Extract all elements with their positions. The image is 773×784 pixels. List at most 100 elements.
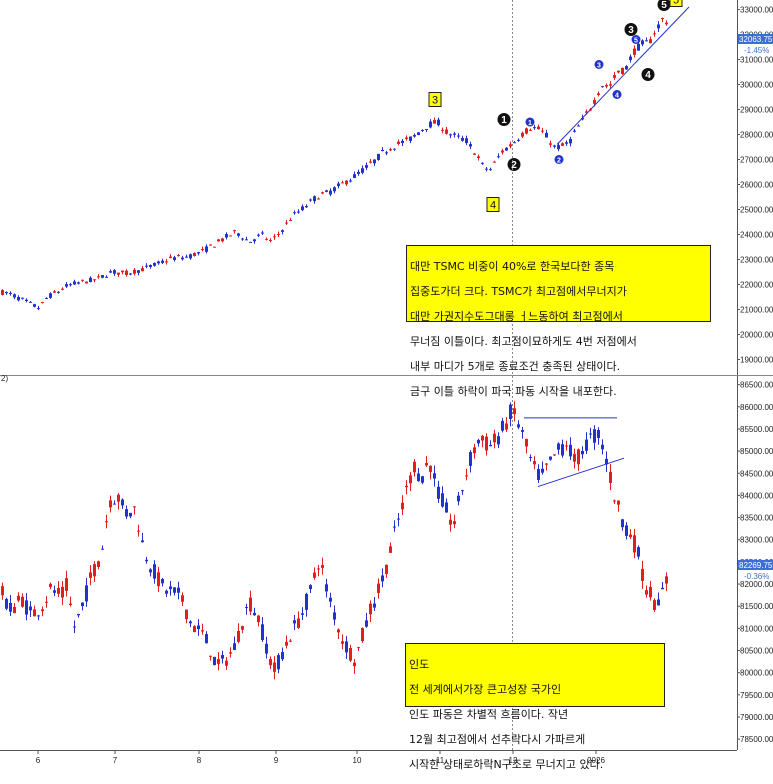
- candle-body: [445, 502, 448, 513]
- candle-body: [349, 647, 352, 661]
- candle-body: [369, 603, 372, 615]
- x-tick-label: 11: [436, 756, 445, 765]
- candle-body: [313, 196, 316, 202]
- candle-body: [197, 252, 200, 254]
- candle-body: [641, 568, 644, 581]
- note-line: 시작한 상태로하락N구조로 무너지고 있다.: [409, 757, 604, 771]
- wave-label: 1: [528, 120, 532, 127]
- candle-body: [261, 232, 264, 234]
- wave-label: 3: [432, 95, 438, 107]
- candle-body: [601, 444, 604, 450]
- candle-body: [473, 153, 476, 155]
- candle-body: [301, 613, 304, 615]
- candle-body: [225, 234, 228, 238]
- candle-body: [325, 584, 328, 592]
- candle-body: [161, 579, 164, 584]
- candle-body: [1, 586, 4, 596]
- candle-body: [325, 190, 328, 192]
- y-tick-label: 81000.00: [740, 624, 773, 633]
- candle-body: [577, 125, 580, 127]
- candle-body: [433, 473, 436, 479]
- candle-body: [125, 270, 128, 275]
- candle-body: [81, 602, 84, 607]
- candle-body: [629, 56, 632, 61]
- x-tick-label: 2026: [587, 756, 605, 765]
- candle-body: [45, 298, 48, 300]
- candle-body: [129, 512, 132, 517]
- change-tag: -0.36%: [744, 572, 769, 581]
- y-tick-label: 79000.00: [740, 713, 773, 722]
- candle-body: [653, 33, 656, 35]
- candle-body: [541, 130, 544, 132]
- candle-body: [25, 600, 28, 615]
- candle-body: [545, 132, 548, 138]
- wave-marker-circle: [507, 158, 521, 171]
- candle-body: [501, 420, 504, 431]
- candle-body: [53, 291, 56, 293]
- candle-body: [349, 180, 352, 182]
- candle-body: [481, 435, 484, 441]
- candle-body: [249, 597, 252, 612]
- candle-body: [81, 279, 84, 281]
- candle-body: [637, 43, 640, 51]
- candle-body: [181, 257, 184, 260]
- candle-body: [477, 439, 480, 444]
- wave-label: 5: [634, 37, 638, 44]
- candle-body: [601, 86, 604, 88]
- candle-body: [649, 586, 652, 598]
- candle-body: [585, 439, 588, 451]
- candle-body: [269, 659, 272, 666]
- candle-body: [177, 587, 180, 593]
- candle-body: [405, 137, 408, 139]
- y-tick-label: 86000.00: [740, 403, 773, 412]
- candle-body: [133, 506, 136, 508]
- candle-body: [209, 655, 212, 657]
- candle-body: [461, 137, 464, 141]
- candle-body: [517, 139, 520, 141]
- candle-body: [221, 238, 224, 242]
- candle-body: [77, 613, 80, 616]
- candle-body: [229, 235, 232, 237]
- candle-body: [101, 548, 104, 550]
- candle-body: [649, 39, 652, 44]
- candle-body: [229, 652, 232, 654]
- candle-body: [613, 500, 616, 502]
- y-tick-label: 80500.00: [740, 647, 773, 656]
- y-tick-label: 20000.00: [740, 331, 773, 340]
- candle-body: [221, 655, 224, 659]
- candle-body: [493, 161, 496, 163]
- candle-body: [609, 471, 612, 483]
- candle-body: [117, 494, 120, 502]
- candle-body: [65, 284, 68, 287]
- candle-body: [369, 161, 372, 163]
- y-tick-label: 81500.00: [740, 602, 773, 611]
- candle-body: [17, 296, 20, 301]
- candle-body: [357, 647, 360, 649]
- candle-body: [645, 590, 648, 595]
- candle-body: [37, 615, 40, 617]
- note-line: 전 세계에서가장 큰고성장 국가인: [409, 682, 562, 696]
- note-line: 12월 최고점에서 선추락다시 가파르게: [409, 732, 586, 746]
- candle-body: [13, 607, 16, 614]
- candle-body: [169, 256, 172, 258]
- candle-body: [365, 165, 368, 168]
- candle-body: [129, 273, 132, 275]
- candle-body: [497, 436, 500, 445]
- wave-marker-circle: [641, 68, 655, 81]
- change-tag: -1.45%: [744, 46, 769, 55]
- candle-body: [149, 265, 152, 267]
- candle-body: [645, 40, 648, 42]
- support-line: [537, 457, 625, 488]
- candle-body: [289, 640, 292, 642]
- candle-body: [113, 503, 116, 505]
- candle-body: [473, 447, 476, 454]
- candle-body: [285, 222, 288, 224]
- wave-label: 4: [490, 200, 496, 212]
- candle-body: [141, 540, 144, 543]
- candle-body: [397, 141, 400, 144]
- chart-canvas: 33000.0032000.0031000.0030000.0029000.00…: [0, 0, 773, 765]
- y-tick-label: 29000.00: [740, 106, 773, 115]
- candle-body: [449, 519, 452, 525]
- y-tick-label: 80000.00: [740, 669, 773, 678]
- y-tick-label: 27000.00: [740, 156, 773, 165]
